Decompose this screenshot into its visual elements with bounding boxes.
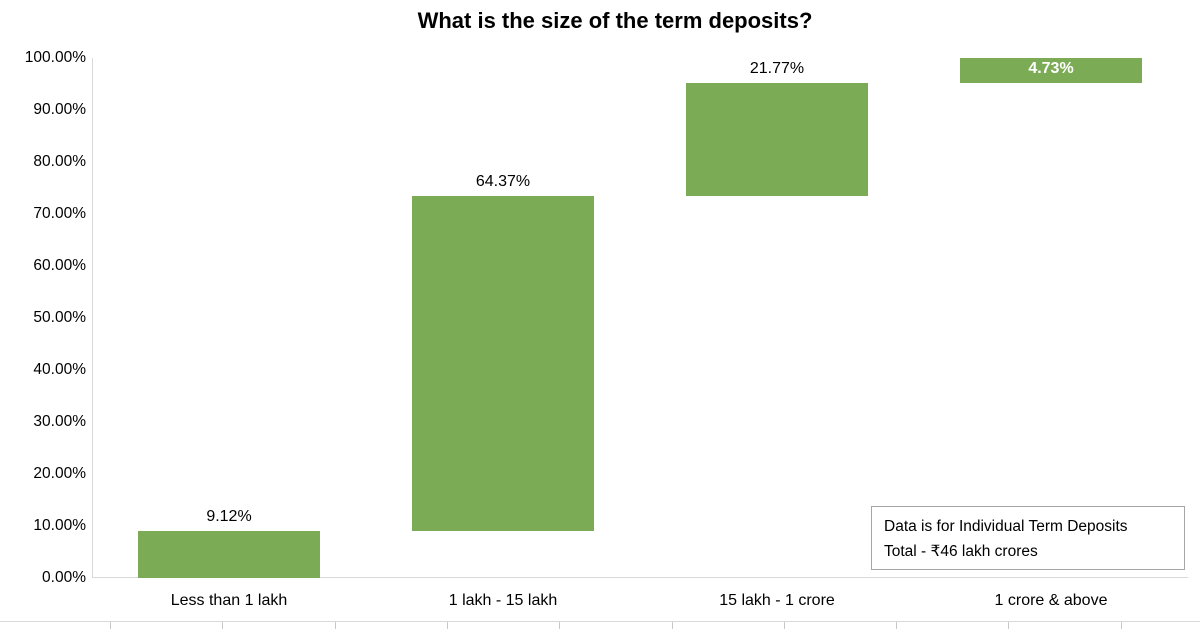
- bar-value-label-less-than-1-lakh: 9.12%: [206, 507, 252, 525]
- y-tick-label-0-00pct: 0.00%: [42, 569, 86, 586]
- gridline-tick: [896, 622, 898, 629]
- y-tick-label-100-00pct: 100.00%: [24, 49, 86, 66]
- spreadsheet-gridline: [0, 621, 1200, 622]
- y-tick-label-10-00pct: 10.00%: [33, 517, 86, 534]
- bar-value-label-1-crore-above: 4.73%: [1028, 60, 1074, 78]
- plot-area: [92, 58, 1188, 578]
- gridline-tick: [334, 622, 336, 629]
- annotation-line-2: Total - ₹46 lakh crores: [884, 543, 1038, 560]
- x-category-label-1-crore-above: 1 crore & above: [994, 592, 1108, 609]
- y-tick-label-80-00pct: 80.00%: [33, 153, 86, 170]
- y-tick-label-70-00pct: 70.00%: [33, 205, 86, 222]
- gridline-tick: [1120, 622, 1122, 629]
- y-tick-label-60-00pct: 60.00%: [33, 257, 86, 274]
- bar-15-lakh-1-crore: [686, 82, 868, 196]
- x-category-label-1-lakh-15-lakh: 1 lakh - 15 lakh: [448, 592, 558, 609]
- y-tick-label-50-00pct: 50.00%: [33, 309, 86, 326]
- annotation-box: Data is for Individual Term Deposits Tot…: [871, 506, 1185, 570]
- bar-1-crore-above: [960, 58, 1142, 83]
- gridline-tick: [222, 622, 224, 629]
- gridline-tick: [783, 622, 785, 629]
- bar-1-lakh-15-lakh: [412, 195, 594, 531]
- bar-value-label-1-lakh-15-lakh: 64.37%: [475, 172, 531, 190]
- bar-value-label-15-lakh-1-crore: 21.77%: [749, 59, 805, 77]
- gridline-tick: [559, 622, 561, 629]
- annotation-line-1: Data is for Individual Term Deposits: [884, 518, 1128, 535]
- y-tick-label-30-00pct: 30.00%: [33, 413, 86, 430]
- y-tick-label-40-00pct: 40.00%: [33, 361, 86, 378]
- gridline-tick: [1008, 622, 1010, 629]
- x-category-label-less-than-1-lakh: Less than 1 lakh: [170, 592, 288, 609]
- y-tick-label-90-00pct: 90.00%: [33, 101, 86, 118]
- gridline-tick: [671, 622, 673, 629]
- gridline-tick: [110, 622, 111, 629]
- y-tick-label-20-00pct: 20.00%: [33, 465, 86, 482]
- chart-title: What is the size of the term deposits?: [417, 8, 813, 33]
- gridline-tick: [446, 622, 448, 629]
- bar-less-than-1-lakh: [138, 530, 320, 578]
- x-category-label-15-lakh-1-crore: 15 lakh - 1 crore: [719, 592, 835, 609]
